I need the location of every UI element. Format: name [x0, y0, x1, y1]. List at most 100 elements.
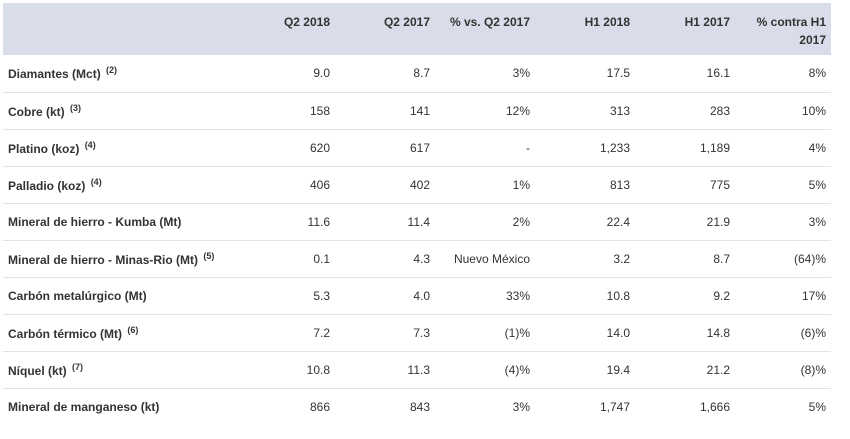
- value-cell: 1,233: [599, 140, 630, 155]
- value-cell: 3%: [512, 66, 530, 81]
- value-cell: 17%: [801, 288, 826, 303]
- table-row: Diamantes (Mct) (2) 9.0 8.7 3% 17.5 16.1 8%: [3, 55, 831, 92]
- value-cell: 11.3: [407, 362, 430, 377]
- value-cell: 1,666: [699, 399, 730, 414]
- value-cell: 141: [409, 103, 430, 118]
- row-label: Palladio (koz): [8, 178, 86, 193]
- value-cell: 283: [709, 103, 730, 118]
- table-row: Platino (koz) (4) 620 617 - 1,233 1,189 4%: [3, 129, 831, 166]
- row-label: Platino (koz): [8, 141, 80, 156]
- value-cell: 12%: [505, 103, 530, 118]
- table-row: Níquel (kt) (7) 10.8 11.3 (4)% 19.4 21.2 (8)%: [3, 351, 831, 388]
- footnote-marker: (4): [90, 176, 102, 187]
- footnote-marker: (2): [106, 65, 118, 76]
- value-cell: 10%: [801, 103, 826, 118]
- value-cell: 1%: [512, 177, 530, 192]
- header-cell-h1-2018: H1 2018: [584, 15, 630, 29]
- value-cell: 8.7: [713, 251, 730, 266]
- row-label-cell: Mineral de hierro - Kumba (Mt): [3, 203, 235, 240]
- value-cell: 8%: [808, 66, 826, 81]
- row-label-cell: Platino (koz) (4): [3, 129, 235, 166]
- value-cell: 8.7: [413, 66, 430, 81]
- value-cell: 5.3: [313, 288, 330, 303]
- table-row: Cobre (kt) (3) 158 141 12% 313 283 10%: [3, 92, 831, 129]
- row-label: Diamantes (Mct): [8, 67, 101, 82]
- row-label-cell: Carbón térmico (Mt) (6): [3, 314, 235, 351]
- value-cell: 843: [409, 399, 430, 414]
- row-label: Carbón térmico (Mt): [8, 326, 122, 341]
- table-row: Mineral de manganeso (kt) 866 843 3% 1,747 1,…: [3, 388, 831, 425]
- value-cell: Nuevo México: [453, 251, 530, 266]
- value-cell: 402: [409, 177, 430, 192]
- table-row: Palladio (koz) (4) 406 402 1% 813 775 5%: [3, 166, 831, 203]
- value-cell: 3%: [808, 214, 826, 229]
- row-label-cell: Cobre (kt) (3): [3, 92, 235, 129]
- row-label-cell: Diamantes (Mct) (2): [3, 55, 235, 92]
- value-cell: 2%: [512, 214, 530, 229]
- row-label: Mineral de manganeso (kt): [8, 399, 160, 414]
- value-cell: 16.1: [706, 66, 730, 81]
- value-cell: 313: [609, 103, 630, 118]
- row-label: Cobre (kt): [8, 104, 65, 119]
- footnote-marker: (5): [203, 250, 215, 261]
- value-cell: (4)%: [504, 362, 530, 377]
- value-cell: 1,747: [599, 399, 630, 414]
- value-cell: 14.8: [706, 325, 730, 340]
- row-label-cell: Carbón metalúrgico (Mt): [3, 277, 235, 314]
- value-cell: 3.2: [613, 251, 630, 266]
- row-label-cell: Níquel (kt) (7): [3, 351, 235, 388]
- value-cell: 10.8: [606, 288, 630, 303]
- value-cell: 1,189: [699, 140, 730, 155]
- value-cell: 19.4: [606, 362, 630, 377]
- header-cell-pct-vs-q2-2017: % vs. Q2 2017: [449, 15, 530, 29]
- value-cell: 17.5: [606, 66, 630, 81]
- header-cell-q2-2017: Q2 2017: [383, 15, 430, 29]
- footnote-marker: (4): [84, 139, 96, 150]
- value-cell: -: [526, 140, 530, 155]
- row-label-cell: Palladio (koz) (4): [3, 166, 235, 203]
- value-cell: 4%: [808, 140, 826, 155]
- value-cell: 866: [309, 399, 330, 414]
- value-cell: 617: [409, 140, 430, 155]
- value-cell: 813: [609, 177, 630, 192]
- table-header-row: Q2 2018 Q2 2017 % vs. Q2 2017 H1 2018 H1…: [3, 3, 831, 55]
- row-label: Níquel (kt): [8, 363, 67, 378]
- row-label: Carbón metalúrgico (Mt): [8, 288, 147, 303]
- value-cell: 4.3: [413, 251, 430, 266]
- header-cell-h1-2017: H1 2017: [684, 15, 730, 29]
- value-cell: 9.2: [713, 288, 730, 303]
- value-cell: 775: [709, 177, 730, 192]
- value-cell: (6)%: [800, 325, 826, 340]
- value-cell: (64)%: [793, 251, 826, 266]
- header-cell-q2-2018: Q2 2018: [283, 15, 330, 29]
- row-label-cell: Mineral de manganeso (kt): [3, 388, 235, 425]
- value-cell: 0.1: [313, 251, 330, 266]
- value-cell: (8)%: [800, 362, 826, 377]
- value-cell: 3%: [512, 399, 530, 414]
- production-table: Q2 2018 Q2 2017 % vs. Q2 2017 H1 2018 H1…: [3, 3, 831, 425]
- table-body: Diamantes (Mct) (2) 9.0 8.7 3% 17.5 16.1 8% Cob…: [3, 55, 831, 425]
- value-cell: (1)%: [504, 325, 530, 340]
- value-cell: 158: [309, 103, 330, 118]
- value-cell: 10.8: [306, 362, 330, 377]
- value-cell: 620: [309, 140, 330, 155]
- value-cell: 5%: [808, 177, 826, 192]
- footnote-marker: (7): [72, 361, 84, 372]
- value-cell: 11.4: [407, 214, 430, 229]
- row-label: Mineral de hierro - Minas-Rio (Mt): [8, 252, 199, 267]
- value-cell: 22.4: [606, 214, 630, 229]
- table-row: Mineral de hierro - Kumba (Mt) 11.6 11.4 2%…: [3, 203, 831, 240]
- footnote-marker: (3): [70, 102, 82, 113]
- row-label: Mineral de hierro - Kumba (Mt): [8, 214, 182, 229]
- table-row: Carbón metalúrgico (Mt) 5.3 4.0 33% 10.8 9.2 1…: [3, 277, 831, 314]
- value-cell: 7.2: [313, 325, 330, 340]
- value-cell: 406: [309, 177, 330, 192]
- value-cell: 7.3: [413, 325, 430, 340]
- value-cell: 4.0: [413, 288, 430, 303]
- header-cell-pct-contra-h1-2017: % contra H1 2017: [756, 15, 826, 47]
- value-cell: 11.6: [307, 214, 330, 229]
- value-cell: 14.0: [606, 325, 630, 340]
- value-cell: 21.9: [706, 214, 730, 229]
- value-cell: 5%: [808, 399, 826, 414]
- table-row: Carbón térmico (Mt) (6) 7.2 7.3 (1)% 14.0 14.…: [3, 314, 831, 351]
